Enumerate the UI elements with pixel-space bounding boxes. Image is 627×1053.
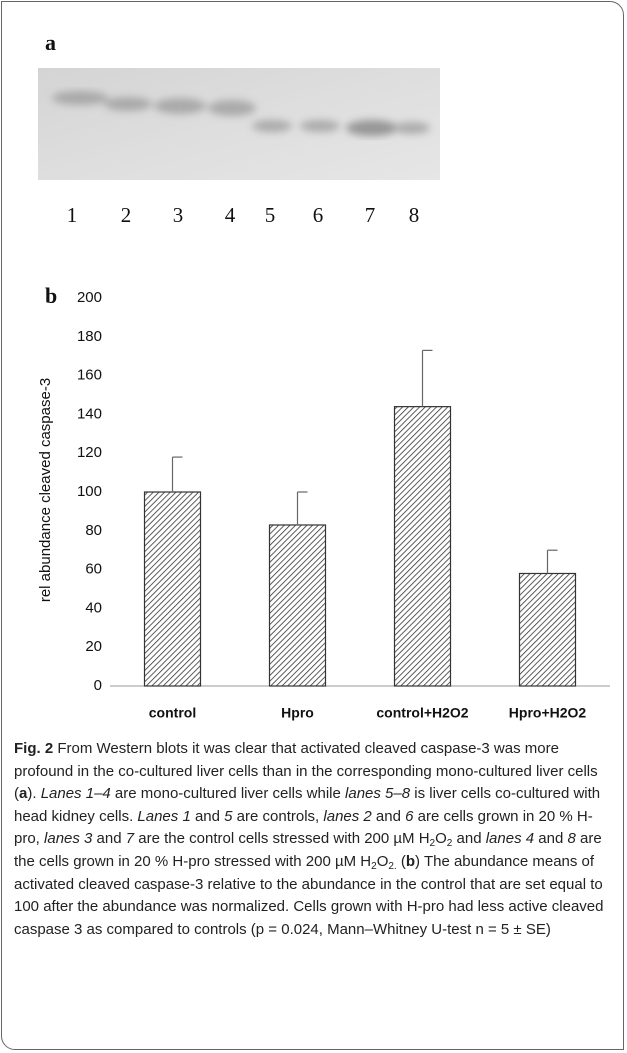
caption-text: Lanes 1–4 — [41, 785, 111, 802]
western-blot — [38, 68, 440, 180]
y-tick-label: 20 — [85, 638, 102, 655]
lane-label: 2 — [121, 203, 132, 227]
x-tick-label: Hpro — [281, 705, 314, 721]
caption-text: and — [534, 830, 567, 847]
bar — [395, 407, 451, 686]
caption-text: are the control cells stressed with 200 … — [134, 830, 429, 847]
bar — [520, 573, 576, 686]
lane-label: 5 — [265, 203, 276, 227]
y-tick-label: 140 — [77, 405, 102, 422]
y-tick-label: 40 — [85, 599, 102, 616]
caption-text: ( — [397, 853, 406, 870]
lane-label: 8 — [409, 203, 420, 227]
caption-text: b — [406, 853, 415, 870]
bar — [270, 525, 326, 686]
caption-text: 5 — [224, 808, 232, 825]
y-tick-label: 160 — [77, 367, 102, 384]
caption-text: 7 — [126, 830, 134, 847]
lane-label: 1 — [67, 203, 78, 227]
y-axis-label: rel abundance cleaved caspase-3 — [37, 378, 54, 602]
caption-text: and — [452, 830, 485, 847]
lane-label: 4 — [225, 203, 236, 227]
caption-text: are controls, — [233, 808, 324, 825]
y-tick-label: 80 — [85, 522, 102, 539]
x-tick-label: Hpro+H2O2 — [509, 705, 587, 721]
bar — [145, 492, 201, 686]
lane-label: 7 — [365, 203, 376, 227]
error-bar — [548, 550, 558, 573]
caption-text: Lanes 1 — [137, 808, 190, 825]
error-bar — [423, 350, 433, 406]
caption-text: ). — [27, 785, 40, 802]
caption-text: lanes 3 — [44, 830, 92, 847]
caption-text: Fig. 2 — [14, 740, 53, 757]
caption-text: are mono-cultured liver cells while — [111, 785, 345, 802]
y-tick-label: 100 — [77, 483, 102, 500]
caption-text: O — [435, 830, 447, 847]
caption-text: and — [92, 830, 125, 847]
panel-label: b — [45, 283, 57, 308]
caption: Fig. 2 From Western blots it was clear t… — [14, 738, 610, 941]
caption-text: and — [191, 808, 224, 825]
y-tick-label: 180 — [77, 328, 102, 345]
caption-text: O — [377, 853, 389, 870]
y-tick-label: 60 — [85, 561, 102, 578]
y-tick-label: 0 — [94, 677, 102, 694]
x-tick-label: control+H2O2 — [376, 705, 468, 721]
lane-label: 3 — [173, 203, 184, 227]
caption-text: 2. — [388, 861, 396, 872]
y-tick-label: 200 — [77, 289, 102, 306]
panel-label: a — [45, 30, 56, 55]
figure: a b rel abundance cleaved caspase-3 1 2 3 4… — [0, 0, 627, 735]
caption-text: lanes 4 — [486, 830, 534, 847]
caption-text: and — [372, 808, 405, 825]
caption-text: 8 — [567, 830, 575, 847]
lane-label: 6 — [313, 203, 324, 227]
caption-text: lanes 2 — [323, 808, 371, 825]
error-bar — [298, 492, 308, 525]
caption-text: lanes 5–8 — [345, 785, 410, 802]
y-tick-label: 120 — [77, 444, 102, 461]
x-tick-label: control — [149, 705, 196, 721]
error-bar — [173, 457, 183, 492]
